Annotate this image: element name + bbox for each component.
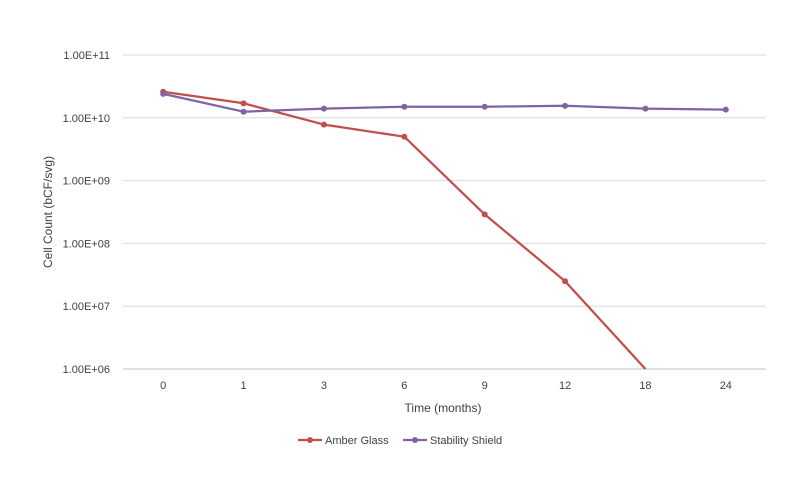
data-point [481,103,488,110]
x-tick-label: 3 [321,380,327,392]
series-stability-shield [160,90,729,115]
series-amber-glass [160,88,647,370]
y-tick-label: 1.00E+11 [63,50,110,62]
data-point [320,121,327,128]
data-point [722,106,729,113]
x-tick-label: 24 [720,380,732,392]
x-tick-label: 1 [241,380,247,392]
legend-swatch-marker [412,437,418,443]
data-point [401,103,408,110]
x-tick-label: 9 [482,380,488,392]
data-point [481,211,488,218]
x-tick-label: 0 [160,380,166,392]
y-axis-title: Cell Count (bCF/svg) [41,156,55,268]
legend-entry: Stability Shield [403,435,502,447]
legend-label: Stability Shield [430,435,502,447]
x-tick-label: 6 [401,380,407,392]
x-axis-title: Time (months) [405,401,482,415]
data-point [562,278,569,285]
y-tick-label: 1.00E+09 [63,176,110,188]
data-point [401,133,408,140]
data-point [642,105,649,112]
legend-label: Amber Glass [325,435,389,447]
legend: Amber Glass Stability Shield [298,435,502,447]
series-line [163,90,647,370]
data-point [562,102,569,109]
y-tick-label: 1.00E+06 [63,364,110,376]
data-point [160,90,167,97]
data-point [320,105,327,112]
series [160,88,729,370]
grid-lines [123,54,766,307]
data-point [240,108,247,115]
x-tick-label: 18 [639,380,651,392]
x-tick-label: 12 [559,380,571,392]
y-tick-label: 1.00E+10 [63,113,110,125]
legend-entry: Amber Glass [298,435,389,447]
y-tick-label: 1.00E+08 [63,238,110,250]
legend-swatch-marker [307,437,313,443]
y-tick-label: 1.00E+07 [63,301,110,313]
tick-labels: 1.00E+06 1.00E+07 1.00E+08 1.00E+09 1.00E+10… [63,50,732,392]
data-point [240,100,247,107]
series-line [162,92,726,113]
